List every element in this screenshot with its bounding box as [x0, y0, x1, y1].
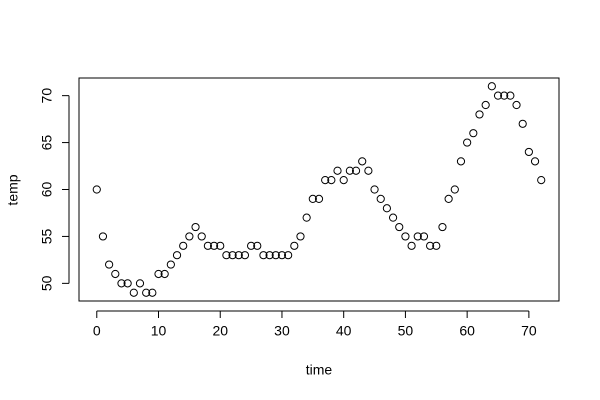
point: [345, 166, 354, 175]
point: [376, 194, 385, 203]
point: [407, 241, 416, 250]
x-tick-label: 10: [151, 323, 167, 339]
point: [117, 279, 126, 288]
point: [364, 166, 373, 175]
point: [111, 269, 120, 279]
point: [160, 269, 169, 279]
x-axis-label: time: [306, 362, 333, 378]
point: [92, 185, 101, 194]
plot-frame: [78, 77, 560, 302]
point: [228, 251, 237, 260]
point: [321, 176, 330, 185]
point: [314, 194, 324, 203]
y-tick-label: 65: [39, 135, 55, 151]
point: [358, 157, 367, 166]
point: [530, 157, 540, 166]
y-tick-label: 55: [39, 228, 55, 244]
x-tick-label: 60: [459, 323, 475, 339]
point: [302, 213, 311, 222]
point: [191, 222, 200, 232]
point: [166, 260, 175, 269]
point: [518, 119, 527, 128]
point: [388, 213, 398, 222]
point: [339, 176, 348, 185]
point: [419, 232, 429, 241]
x-tick-label: 30: [274, 323, 290, 339]
point: [450, 185, 459, 194]
point: [481, 100, 490, 110]
point: [135, 279, 145, 288]
point: [290, 241, 299, 250]
point: [370, 185, 379, 194]
point: [265, 251, 274, 260]
point: [475, 110, 484, 119]
point: [506, 91, 515, 100]
point: [105, 260, 114, 269]
point: [333, 166, 342, 175]
point: [209, 241, 219, 250]
point: [327, 176, 336, 185]
y-tick-label: 50: [39, 275, 55, 291]
point: [296, 232, 305, 241]
point: [253, 241, 262, 250]
point: [512, 100, 521, 110]
point: [148, 288, 157, 297]
y-axis-label: temp: [5, 174, 21, 205]
point: [142, 288, 151, 297]
point: [240, 251, 250, 260]
point: [203, 241, 212, 250]
point: [537, 176, 546, 185]
point: [456, 157, 466, 166]
point: [123, 279, 132, 288]
y-tick-label: 70: [39, 88, 55, 104]
point: [493, 91, 503, 100]
point: [234, 251, 243, 260]
point: [469, 129, 478, 138]
point: [351, 166, 361, 175]
y-tick-label: 60: [39, 182, 55, 198]
point: [308, 194, 317, 203]
point: [413, 232, 422, 241]
point: [426, 241, 435, 250]
point: [222, 251, 231, 260]
point: [129, 288, 138, 297]
point: [463, 138, 472, 147]
point: [487, 82, 496, 91]
point: [179, 241, 188, 250]
point: [172, 251, 182, 260]
point: [438, 222, 447, 232]
point: [185, 232, 194, 241]
point: [432, 241, 441, 250]
point: [401, 232, 410, 241]
point: [382, 204, 392, 213]
x-tick-label: 0: [93, 323, 101, 339]
point: [98, 232, 108, 241]
point: [524, 147, 533, 157]
point: [197, 232, 206, 241]
point: [500, 91, 509, 100]
x-tick-label: 20: [212, 323, 228, 339]
point: [277, 251, 287, 260]
point: [271, 251, 280, 260]
x-tick-label: 50: [398, 323, 414, 339]
point: [444, 194, 453, 203]
point: [284, 251, 293, 260]
point: [216, 241, 225, 250]
point: [395, 222, 404, 232]
point: [154, 269, 163, 279]
x-tick-label: 40: [336, 323, 352, 339]
point: [246, 241, 256, 250]
point: [259, 251, 268, 260]
x-tick-label: 70: [521, 323, 537, 339]
